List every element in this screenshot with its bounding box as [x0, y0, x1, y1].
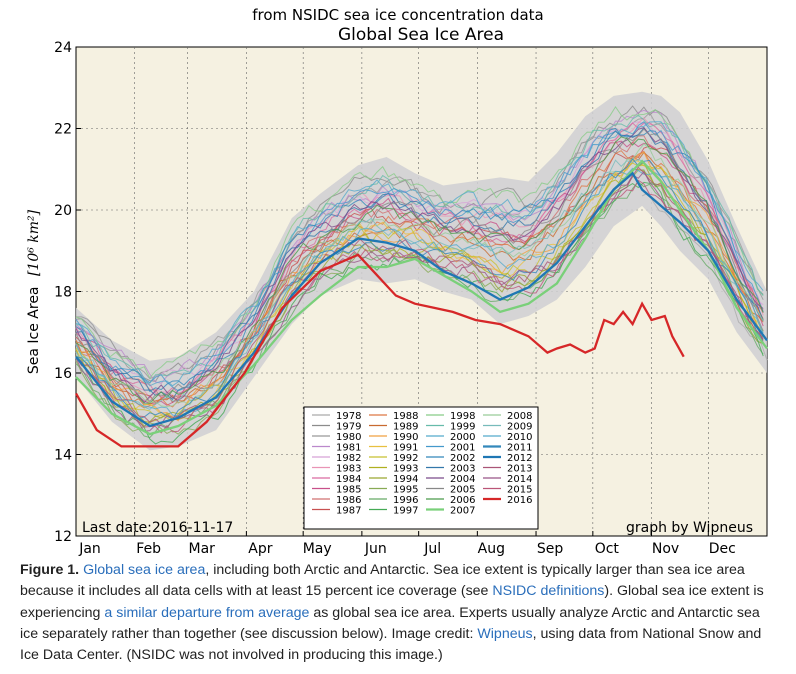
caption-text-2: ). Global sea ice extent is experiencing: [20, 583, 764, 621]
legend-label-1998: 1998: [450, 411, 475, 422]
legend-label-1994: 1994: [393, 474, 418, 485]
series-line-1998: [75, 105, 764, 379]
y-axis-label-text: Sea Ice Area: [26, 286, 42, 374]
caption-text-4: , using data from National Snow and Ice …: [20, 625, 762, 664]
legend-label-2004: 2004: [450, 474, 475, 485]
y-tick-label: 24: [54, 40, 72, 56]
legend-label-2005: 2005: [450, 485, 475, 496]
series-line-2006: [75, 136, 764, 404]
legend-label-2010: 2010: [507, 432, 532, 443]
legend: 1978197919801981198219831984198519861987…: [303, 406, 539, 530]
series-line-1989: [75, 151, 764, 406]
legend-label-1993: 1993: [393, 464, 418, 475]
series-line-2005: [75, 128, 764, 403]
legend-label-1996: 1996: [393, 495, 418, 506]
figure-label: Figure 1.: [20, 562, 80, 578]
series-line-2015: [75, 179, 764, 434]
series-line-1993: [75, 168, 764, 423]
y-tick-label: 12: [54, 529, 72, 545]
legend-label-1980: 1980: [336, 432, 361, 443]
legend-label-1985: 1985: [336, 485, 361, 496]
x-tick-label: Jan: [78, 541, 101, 557]
svg-text:Sea Ice Area [10⁶ km²]: Sea Ice Area [10⁶ km²]: [26, 209, 42, 374]
legend-label-1978: 1978: [336, 411, 361, 422]
series-line-2008: [75, 143, 764, 408]
legend-label-2006: 2006: [450, 495, 475, 506]
x-tick-label: Jun: [364, 541, 387, 557]
x-tick-label: May: [303, 541, 332, 557]
series-line-1978: [641, 192, 768, 361]
caption-text-1: , including both Arctic and Antarctic. S…: [20, 562, 745, 600]
legend-label-2009: 2009: [507, 422, 532, 433]
x-axis-ticks: Jan Feb Mar Apr May Jun Jul Aug Sep Oct Nov Dec: [75, 531, 736, 557]
highlight-series-lines: [74, 159, 768, 448]
y-tick-label: 16: [54, 366, 72, 382]
legend-label-1989: 1989: [393, 422, 418, 433]
legend-label-2015: 2015: [507, 485, 532, 496]
legend-label-2000: 2000: [450, 432, 475, 443]
chart-title: Global Sea Ice Area: [338, 25, 504, 45]
x-tick-label: Mar: [188, 541, 215, 557]
legend-label-2002: 2002: [450, 453, 475, 464]
series-line-1996: [75, 180, 764, 439]
y-tick-label: 18: [54, 285, 72, 301]
series-line-2016: [74, 253, 685, 448]
legend-label-1979: 1979: [336, 422, 361, 433]
legend-label-2011: 2011: [507, 443, 532, 454]
legend-label-1983: 1983: [336, 464, 361, 475]
legend-label-1982: 1982: [336, 453, 361, 464]
figure-caption: Figure 1. Global sea ice area, including…: [20, 560, 780, 666]
chart-supertitle: from NSIDC sea ice concentration data: [252, 6, 544, 24]
legend-label-1995: 1995: [393, 485, 418, 496]
legend-label-2001: 2001: [450, 443, 475, 454]
caption-text-3: as global sea ice area. Experts usually …: [20, 604, 760, 642]
legend-label-1981: 1981: [336, 443, 361, 454]
x-tick-label: Apr: [248, 541, 272, 557]
y-tick-label: 14: [54, 448, 72, 464]
y-tick-label: 22: [54, 122, 72, 138]
credit-annotation: graph by Wipneus: [626, 520, 753, 536]
series-line-2000: [75, 121, 764, 387]
nsidc-definitions-link[interactable]: NSIDC definitions: [492, 583, 605, 600]
x-tick-label: Aug: [478, 541, 505, 557]
y-axis-ticks: 12 14 16 18 20 22 24: [54, 40, 81, 545]
legend-label-1987: 1987: [336, 506, 361, 517]
sea-ice-chart: from NSIDC sea ice concentration data Gl…: [26, 6, 768, 557]
series-line-2013: [75, 166, 764, 425]
legend-label-1992: 1992: [393, 453, 418, 464]
legend-label-1988: 1988: [393, 411, 418, 422]
legend-label-1984: 1984: [336, 474, 361, 485]
x-tick-label: Feb: [136, 541, 161, 557]
last-date-annotation: Last date:2016-11-17: [82, 520, 233, 536]
global-sea-ice-area-link[interactable]: Global sea ice area: [83, 562, 206, 578]
legend-label-1990: 1990: [393, 432, 418, 443]
x-tick-label: Sep: [537, 541, 564, 557]
legend-label-2008: 2008: [507, 411, 532, 422]
y-axis-units: [10⁶ km²]: [26, 209, 42, 276]
legend-label-1997: 1997: [393, 506, 418, 517]
legend-label-2007: 2007: [450, 506, 475, 517]
series-line-1997: [75, 181, 764, 445]
legend-label-2013: 2013: [507, 464, 532, 475]
y-tick-label: 20: [54, 203, 72, 219]
series-line-2002: [75, 127, 764, 393]
series-line-1990: [75, 151, 764, 422]
wipneus-link[interactable]: Wipneus: [477, 625, 533, 642]
legend-label-2014: 2014: [507, 474, 532, 485]
y-axis-label: Sea Ice Area [10⁶ km²]: [26, 209, 42, 374]
legend-label-1986: 1986: [336, 495, 361, 506]
legend-label-2003: 2003: [450, 464, 475, 475]
departure-from-average-link[interactable]: a similar departure from average: [104, 604, 310, 621]
legend-label-1991: 1991: [393, 443, 418, 454]
series-line-2007: [75, 159, 768, 436]
legend-label-1999: 1999: [450, 422, 475, 433]
series-line-1981: [75, 109, 764, 384]
x-tick-label: Dec: [709, 541, 736, 557]
x-tick-label: Oct: [595, 541, 620, 557]
legend-label-2016: 2016: [507, 495, 532, 506]
series-line-2012: [75, 171, 768, 428]
x-tick-label: Nov: [652, 541, 679, 557]
x-tick-label: Jul: [423, 541, 441, 557]
legend-label-2012: 2012: [507, 453, 532, 464]
